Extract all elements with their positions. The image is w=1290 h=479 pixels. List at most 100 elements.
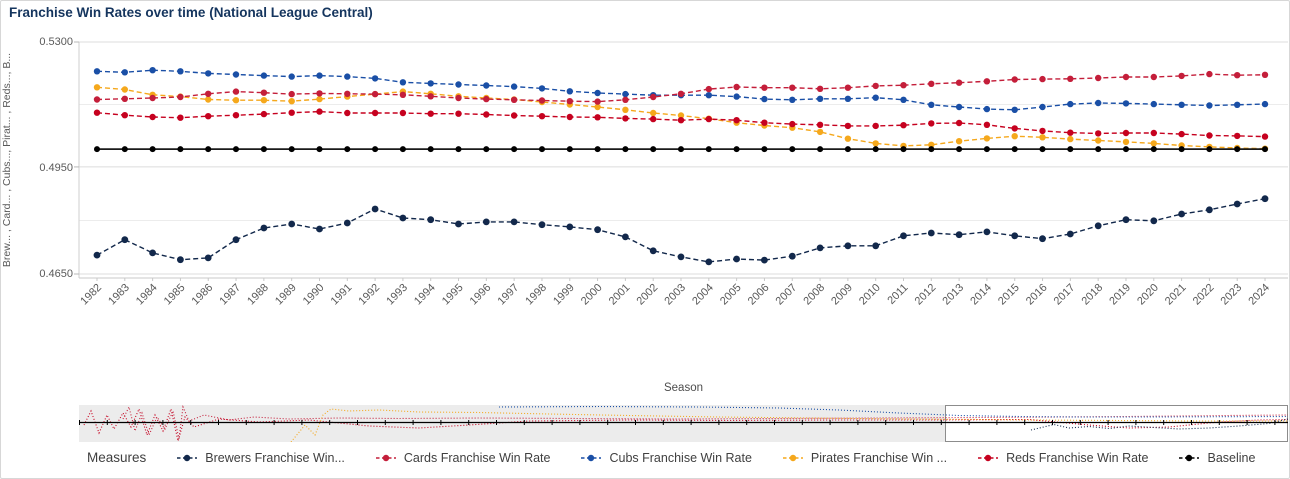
data-point-cards[interactable] <box>650 93 657 101</box>
data-point-cards[interactable] <box>983 78 991 85</box>
data-point-cards[interactable] <box>677 90 685 98</box>
data-point-cards[interactable] <box>399 91 407 99</box>
data-point-baseline[interactable] <box>94 146 100 153</box>
data-point-pirates[interactable] <box>1122 138 1130 146</box>
data-point-cubs[interactable] <box>483 82 490 89</box>
data-point-reds[interactable] <box>371 109 379 117</box>
data-point-baseline[interactable] <box>205 146 212 153</box>
data-point-brewers[interactable] <box>149 249 157 257</box>
data-point-cubs[interactable] <box>566 88 573 95</box>
legend-item-reds[interactable]: Reds Franchise Win Rate <box>977 451 1148 465</box>
data-point-baseline[interactable] <box>1039 146 1046 153</box>
series-reds[interactable] <box>93 108 1269 140</box>
data-point-brewers[interactable] <box>1122 216 1130 224</box>
data-point-reds[interactable] <box>1039 127 1046 135</box>
series-cubs[interactable] <box>93 67 1269 114</box>
data-point-cubs[interactable] <box>844 95 852 103</box>
legend-item-cubs[interactable]: Cubs Franchise Win Rate <box>580 451 752 465</box>
data-point-brewers[interactable] <box>761 256 768 264</box>
data-point-baseline[interactable] <box>1178 146 1185 153</box>
data-point-cards[interactable] <box>622 96 629 104</box>
data-point-cubs[interactable] <box>955 103 963 111</box>
data-point-brewers[interactable] <box>427 216 435 224</box>
data-point-reds[interactable] <box>455 110 462 117</box>
data-point-baseline[interactable] <box>956 146 963 153</box>
navigator-selection-window[interactable] <box>945 405 1288 442</box>
data-point-reds[interactable] <box>928 120 935 127</box>
data-point-cubs[interactable] <box>316 72 323 79</box>
data-point-baseline[interactable] <box>260 146 267 153</box>
data-point-baseline[interactable] <box>1206 146 1213 153</box>
data-point-pirates[interactable] <box>650 109 657 117</box>
data-point-cubs[interactable] <box>1122 100 1130 107</box>
data-point-cards[interactable] <box>928 80 935 88</box>
data-point-baseline[interactable] <box>872 146 879 153</box>
data-point-pirates[interactable] <box>260 97 268 104</box>
data-point-baseline[interactable] <box>177 146 184 153</box>
data-point-cubs[interactable] <box>1150 100 1158 108</box>
data-point-reds[interactable] <box>1067 129 1074 136</box>
data-point-baseline[interactable] <box>761 146 768 153</box>
data-point-cubs[interactable] <box>1011 106 1018 114</box>
data-point-reds[interactable] <box>1261 133 1269 140</box>
data-point-pirates[interactable] <box>955 138 963 145</box>
data-point-pirates[interactable] <box>93 84 101 91</box>
data-point-reds[interactable] <box>121 112 128 119</box>
data-point-reds[interactable] <box>872 122 879 130</box>
legend-item-pirates[interactable]: Pirates Franchise Win ... <box>782 451 947 465</box>
data-point-cards[interactable] <box>1261 71 1269 79</box>
data-point-cards[interactable] <box>316 90 323 97</box>
data-point-brewers[interactable] <box>177 256 184 264</box>
data-point-pirates[interactable] <box>983 135 991 142</box>
data-point-cubs[interactable] <box>1095 99 1102 107</box>
data-point-cards[interactable] <box>371 90 379 98</box>
data-point-pirates[interactable] <box>1095 137 1102 144</box>
data-point-brewers[interactable] <box>594 226 601 234</box>
data-point-baseline[interactable] <box>455 146 462 153</box>
data-point-brewers[interactable] <box>93 251 101 259</box>
data-point-cards[interactable] <box>789 84 796 91</box>
data-point-baseline[interactable] <box>650 146 657 153</box>
data-point-reds[interactable] <box>1206 132 1213 139</box>
data-point-brewers[interactable] <box>482 218 490 226</box>
data-point-baseline[interactable] <box>427 146 434 153</box>
data-point-pirates[interactable] <box>121 86 128 93</box>
data-point-cubs[interactable] <box>733 93 740 100</box>
data-point-baseline[interactable] <box>983 146 990 153</box>
data-point-cubs[interactable] <box>1039 103 1046 111</box>
data-point-pirates[interactable] <box>594 103 601 111</box>
data-point-brewers[interactable] <box>1150 217 1158 225</box>
legend-item-baseline[interactable]: Baseline <box>1178 451 1255 465</box>
data-point-pirates[interactable] <box>844 135 852 142</box>
data-point-cards[interactable] <box>761 84 768 91</box>
data-point-cubs[interactable] <box>121 69 128 76</box>
data-point-brewers[interactable] <box>816 244 824 252</box>
series-brewers[interactable] <box>93 195 1269 266</box>
data-point-baseline[interactable] <box>344 146 351 153</box>
data-point-cards[interactable] <box>1206 70 1213 78</box>
data-point-pirates[interactable] <box>816 128 824 136</box>
data-point-baseline[interactable] <box>233 146 239 153</box>
data-point-cubs[interactable] <box>900 96 907 104</box>
data-point-reds[interactable] <box>260 110 268 118</box>
data-point-reds[interactable] <box>1178 130 1185 138</box>
data-point-cubs[interactable] <box>761 95 768 103</box>
data-point-cards[interactable] <box>900 82 907 89</box>
data-point-pirates[interactable] <box>1067 135 1074 143</box>
data-point-baseline[interactable] <box>1011 146 1018 153</box>
data-point-brewers[interactable] <box>260 224 268 232</box>
data-point-reds[interactable] <box>844 122 852 130</box>
data-point-reds[interactable] <box>344 109 351 117</box>
data-point-baseline[interactable] <box>1150 146 1157 153</box>
data-point-reds[interactable] <box>1011 125 1018 132</box>
data-point-reds[interactable] <box>427 110 434 117</box>
data-point-baseline[interactable] <box>1234 146 1241 153</box>
data-point-cubs[interactable] <box>622 90 629 98</box>
data-point-brewers[interactable] <box>121 236 129 244</box>
data-point-reds[interactable] <box>399 109 407 117</box>
data-point-baseline[interactable] <box>1123 146 1129 153</box>
data-point-cards[interactable] <box>705 85 712 93</box>
data-point-brewers[interactable] <box>538 221 546 229</box>
data-point-cubs[interactable] <box>205 70 212 77</box>
data-point-cubs[interactable] <box>455 81 462 88</box>
